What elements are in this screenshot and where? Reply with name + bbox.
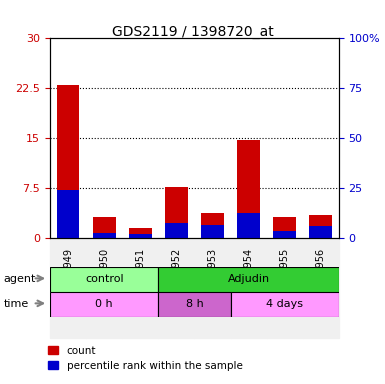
Bar xyxy=(93,233,116,238)
Bar xyxy=(303,238,339,338)
Bar xyxy=(201,213,224,238)
Bar xyxy=(231,238,266,338)
Bar xyxy=(273,232,296,238)
Bar xyxy=(237,213,260,238)
Bar xyxy=(129,234,152,238)
Bar xyxy=(50,238,86,338)
Text: Adjudin: Adjudin xyxy=(228,274,270,285)
Text: GDS2119 / 1398720_at: GDS2119 / 1398720_at xyxy=(112,25,273,39)
Bar xyxy=(122,238,158,338)
Bar xyxy=(158,238,194,338)
FancyBboxPatch shape xyxy=(158,267,339,292)
Bar xyxy=(93,217,116,238)
FancyBboxPatch shape xyxy=(50,292,158,317)
Legend: count, percentile rank within the sample: count, percentile rank within the sample xyxy=(44,341,247,375)
Text: control: control xyxy=(85,274,124,285)
FancyBboxPatch shape xyxy=(50,267,158,292)
Bar xyxy=(266,238,303,338)
Bar xyxy=(310,226,332,238)
Text: 4 days: 4 days xyxy=(266,299,303,310)
Bar xyxy=(57,190,79,238)
Bar xyxy=(165,187,188,238)
Text: agent: agent xyxy=(4,274,36,284)
Bar xyxy=(165,223,188,238)
Bar xyxy=(129,228,152,238)
Bar xyxy=(310,215,332,238)
Text: time: time xyxy=(4,299,29,309)
Text: 8 h: 8 h xyxy=(186,299,203,310)
Text: 0 h: 0 h xyxy=(95,299,113,310)
FancyBboxPatch shape xyxy=(158,292,231,317)
Bar xyxy=(237,140,260,238)
Bar xyxy=(194,238,231,338)
Bar xyxy=(86,238,122,338)
FancyBboxPatch shape xyxy=(231,292,339,317)
Bar xyxy=(201,225,224,238)
Bar xyxy=(273,217,296,238)
Bar xyxy=(57,85,79,238)
